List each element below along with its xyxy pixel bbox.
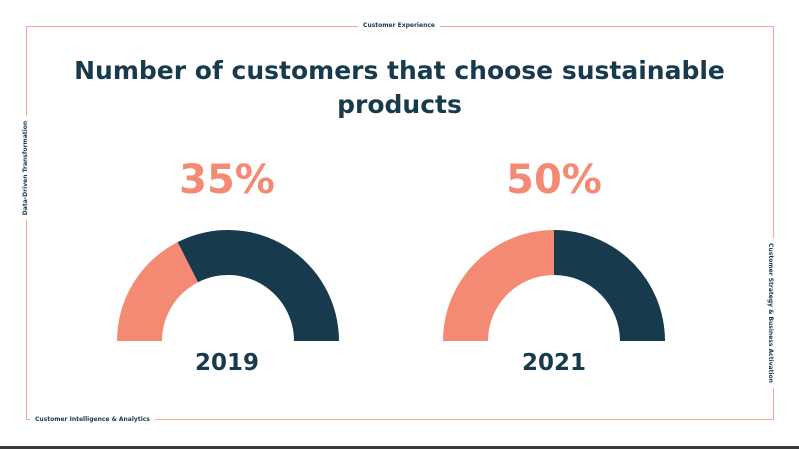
edge-label-top: Customer Experience: [358, 22, 440, 30]
gauge-value-label-2021: 50%: [506, 157, 602, 203]
gauge-filled-segment-2019: [117, 242, 199, 341]
gauge-remaining-segment-2019: [177, 230, 339, 341]
gauge-chart-2019: [117, 230, 339, 341]
bottom-rule: [0, 446, 799, 449]
gauge-filled-segment-2021: [443, 230, 554, 341]
edge-label-bottom: Customer Intelligence & Analytics: [30, 416, 155, 424]
edge-label-right: Customer Strategy & Business Activation: [766, 238, 774, 388]
gauge-remaining-segment-2021: [554, 230, 665, 341]
gauge-year-label-2019: 2019: [194, 350, 259, 376]
gauge-value-label-2019: 35%: [179, 157, 275, 203]
gauge-year-label-2021: 2021: [521, 350, 586, 376]
gauge-chart-2021: [443, 230, 665, 341]
edge-label-left: Data-Driven Transformation: [22, 115, 30, 221]
chart-title: Number of customers that choose sustaina…: [74, 56, 725, 119]
